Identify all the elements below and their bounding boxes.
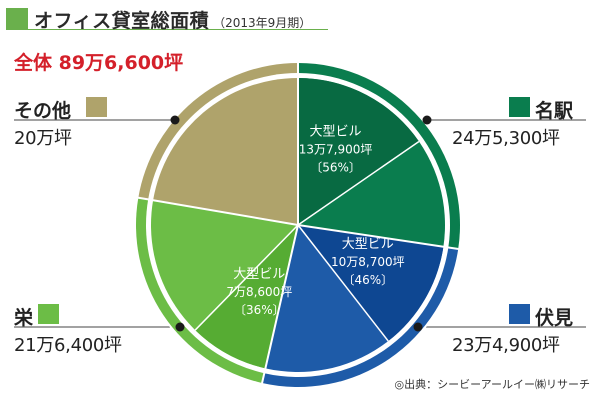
chart-title-period: （2013年9月期） [213, 16, 312, 30]
pie-slices [151, 78, 446, 372]
inner-label-name-meieki: 大型ビル [310, 124, 362, 139]
inner-label-value-meieki: 13万7,900坪 [299, 142, 373, 156]
slice-large-meieki [298, 78, 419, 225]
inner-label-value-fushimi: 10万8,700坪 [331, 255, 405, 269]
inner-labels: 大型ビル13万7,900坪〔56%〕大型ビル10万8,700坪〔46%〕大型ビル… [226, 124, 404, 317]
inner-label-name-fushimi: 大型ビル [342, 237, 394, 252]
legend-value-fushimi: 23万4,900坪 [452, 335, 560, 356]
legend-name-sakae: 栄 [14, 307, 34, 329]
leader-dots [170, 115, 432, 332]
legend-swatch-fushimi [509, 304, 530, 324]
title-mark-icon [6, 8, 28, 30]
inner-label-pct-fushimi: 〔46%〕 [342, 273, 393, 287]
legend-name-meieki: 名駅 [535, 100, 574, 122]
legend-value-meieki: 24万5,300坪 [452, 128, 560, 149]
slice-large-sakae [195, 225, 298, 369]
legend-swatch-sakae [38, 304, 59, 324]
leader-dot-meieki [422, 115, 432, 125]
title-underline [28, 29, 328, 30]
leader-dot-other [170, 115, 180, 125]
legend-value-sakae: 21万6,400坪 [14, 335, 122, 356]
slice-large-fushimi [298, 225, 444, 342]
chart-title: オフィス貸室総面積 （2013年9月期） [34, 6, 311, 33]
leader-dot-sakae [175, 322, 185, 332]
legend-swatch-meieki [509, 97, 530, 117]
divider-large-meieki [297, 140, 420, 226]
leader-lines [14, 119, 586, 328]
total-label: 全体 89万6,600坪 [14, 52, 184, 74]
legend-name-fushimi: 伏見 [535, 307, 574, 329]
inner-label-value-sakae: 7万8,600坪 [226, 285, 292, 299]
slice-other [153, 78, 298, 225]
slice-dividers [136, 61, 461, 386]
divider-1 [297, 224, 461, 251]
inner-label-pct-sakae: 〔36%〕 [234, 303, 285, 317]
leader-dot-fushimi [413, 322, 423, 332]
divider-large-fushimi [297, 224, 389, 342]
source-note: ◎出典：シービーアールイー㈱リサーチ [394, 378, 591, 391]
divider-large-sakae [194, 224, 299, 331]
divider-3 [136, 196, 299, 226]
chart-title-text: オフィス貸室総面積 [34, 10, 210, 32]
legend-value-other: 20万坪 [14, 128, 72, 149]
inner-label-name-sakae: 大型ビル [233, 267, 285, 282]
inner-label-pct-meieki: 〔56%〕 [310, 160, 361, 174]
divider-2 [260, 224, 299, 386]
legend-name-other: その他 [14, 100, 72, 122]
legend-swatch-other [86, 97, 107, 117]
